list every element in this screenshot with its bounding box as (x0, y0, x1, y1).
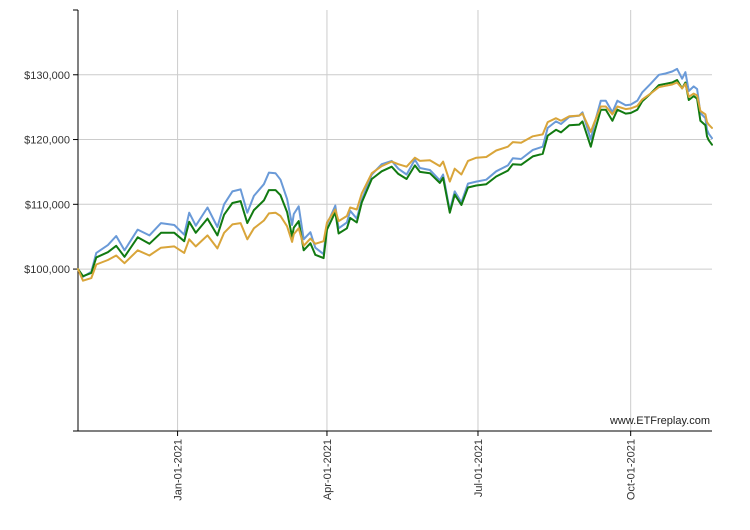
y-tick-label: $100,000 (24, 264, 70, 276)
watermark-text: www.ETFreplay.com (609, 415, 710, 427)
x-axis: Jan-01-2021 Apr-01-2021 Jul-01-2021 Oct-01-… (78, 430, 712, 501)
y-tick-label: $120,000 (24, 135, 70, 147)
series-line-1 (77, 67, 713, 278)
series-group (77, 67, 713, 282)
x-tick-label: Oct-01-2021 (626, 439, 638, 500)
y-tick-label: $110,000 (25, 199, 70, 211)
x-tick-label: Jan-01-2021 (173, 439, 185, 501)
gridlines (78, 10, 712, 431)
y-tick-label: $130,000 (24, 70, 70, 82)
y-axis: $100,000 $110,000 $120,000 $130,000 (24, 9, 79, 432)
x-tick-label: Apr-01-2021 (322, 439, 334, 500)
series-line-2 (77, 79, 713, 278)
series-line-3 (77, 81, 713, 282)
x-tick-label: Jul-01-2021 (473, 439, 485, 497)
